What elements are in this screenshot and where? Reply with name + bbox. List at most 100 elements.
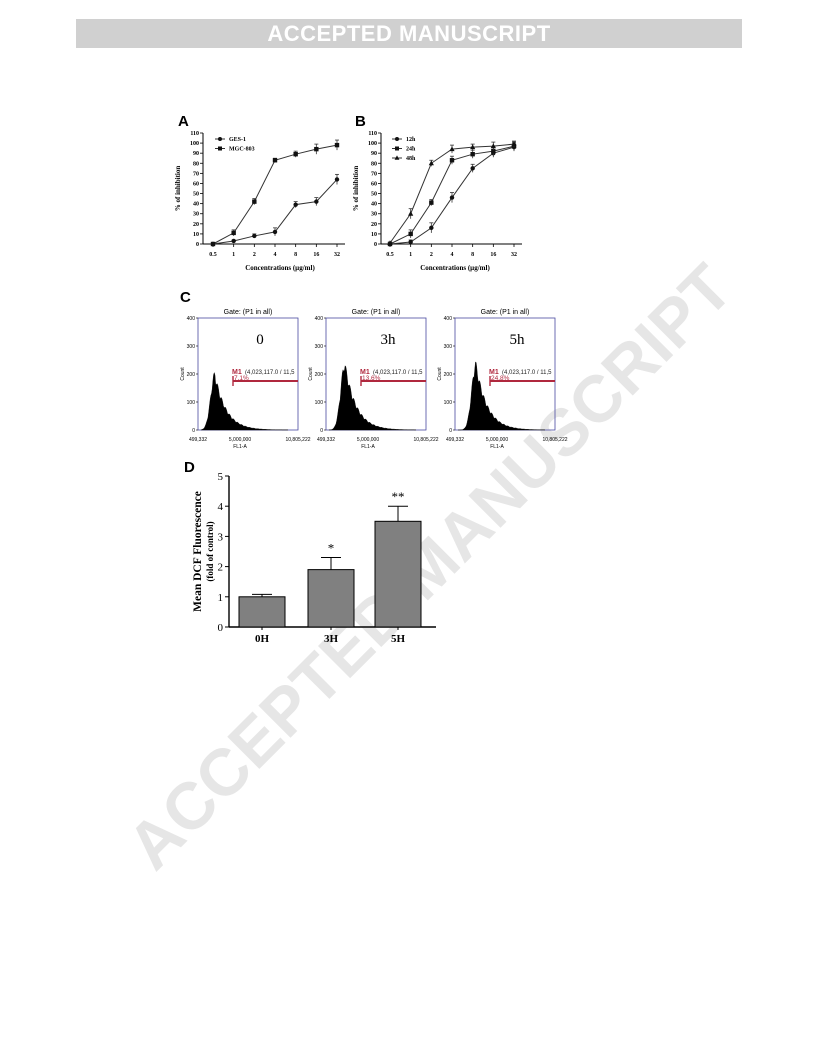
y-tick-label: 0: [196, 242, 199, 248]
data-point: [210, 241, 216, 247]
m1-range: (4,023,117.0 / 11,5: [373, 370, 423, 376]
histogram-time-label: 3h: [381, 332, 397, 348]
x-tick-label: 499,332: [189, 437, 207, 443]
y-tick-label: 40: [193, 202, 199, 208]
m1-label: M1: [489, 369, 499, 376]
y-tick-label: 110: [368, 131, 377, 137]
x-tick-label: 499,332: [317, 437, 335, 443]
y-tick-label: 400: [187, 316, 196, 322]
y-tick-label: 3: [218, 531, 224, 543]
data-point: [491, 148, 496, 154]
data-point: [272, 229, 278, 235]
x-tick-label: 10,805,222: [413, 437, 438, 443]
legend-marker: [395, 137, 399, 141]
y-tick-label: 80: [371, 161, 377, 167]
data-point: [231, 230, 236, 236]
y-tick-label: 100: [368, 141, 377, 147]
y-axis-label: Count: [437, 367, 443, 381]
y-tick-label: 0: [192, 428, 195, 434]
x-axis-label: FL1-A: [490, 444, 504, 450]
y-tick-label: 100: [444, 400, 453, 406]
x-tick-label: 0.5: [209, 252, 217, 258]
y-tick-label: 90: [193, 151, 199, 157]
y-axis-sublabel: (fold of control): [205, 521, 215, 581]
x-tick-label: 1: [232, 252, 235, 258]
x-tick-label: 8: [471, 252, 474, 258]
x-tick-label: 5,000,000: [357, 437, 379, 443]
y-tick-label: 70: [371, 171, 377, 177]
m1-percent: 7.1%: [234, 375, 249, 382]
y-tick-label: 30: [193, 212, 199, 218]
data-point: [470, 144, 476, 150]
x-tick-label: 3H: [324, 633, 339, 645]
y-tick-label: 200: [444, 372, 453, 378]
y-tick-label: 300: [187, 344, 196, 350]
data-point: [293, 151, 298, 157]
bar-0h: [238, 596, 286, 628]
m1-percent: 13.6%: [362, 375, 381, 382]
y-tick-label: 0: [374, 242, 377, 248]
panel-letter-b: B: [355, 113, 366, 130]
y-tick-label: 400: [315, 316, 324, 322]
legend-label: GES-1: [229, 137, 246, 143]
data-point: [252, 199, 257, 204]
y-tick-label: 70: [193, 171, 199, 177]
legend-label: 48h: [406, 156, 416, 162]
y-axis-label: Mean DCF Fluorescence: [192, 491, 204, 612]
y-tick-label: 0: [218, 622, 224, 634]
y-tick-label: 400: [444, 316, 453, 322]
m1-percent: 24.8%: [491, 375, 510, 382]
x-tick-label: 2: [430, 252, 433, 258]
x-tick-label: 2: [253, 252, 256, 258]
x-tick-label: 16: [313, 252, 319, 258]
significance-mark: **: [392, 489, 405, 504]
y-tick-label: 200: [187, 372, 196, 378]
x-axis-label: FL1-A: [233, 444, 247, 450]
y-tick-label: 50: [371, 192, 377, 198]
data-point: [428, 160, 434, 166]
x-tick-label: 16: [490, 252, 496, 258]
histogram-gate-label: Gate: (P1 in all): [481, 309, 530, 316]
y-tick-label: 80: [193, 161, 199, 167]
x-tick-label: 499,332: [446, 437, 464, 443]
panel-letter-a: A: [178, 113, 189, 130]
legend-marker: [218, 146, 222, 151]
histogram-time-label: 5h: [510, 332, 526, 348]
y-axis-label: Count: [180, 367, 186, 381]
y-tick-label: 4: [218, 501, 224, 513]
panel-letter-c: C: [180, 289, 191, 306]
panel-letter-d: D: [184, 459, 195, 476]
data-point: [408, 210, 414, 216]
histogram-distribution: [458, 361, 546, 431]
y-tick-label: 60: [193, 181, 199, 187]
data-point: [449, 158, 455, 163]
x-tick-label: 8: [294, 252, 297, 258]
histogram-distribution: [200, 371, 289, 431]
x-tick-label: 4: [451, 252, 454, 258]
m1-label: M1: [232, 369, 242, 376]
x-tick-label: 32: [334, 252, 340, 258]
data-point: [490, 143, 496, 149]
significance-mark: *: [328, 541, 335, 556]
y-axis-label: Count: [308, 367, 314, 381]
y-tick-label: 0: [449, 428, 452, 434]
y-tick-label: 200: [315, 372, 324, 378]
y-tick-label: 100: [190, 141, 199, 147]
data-point: [449, 146, 455, 152]
y-tick-label: 300: [444, 344, 453, 350]
data-point: [334, 142, 340, 148]
m1-range: (4,023,117.0 / 11,5: [245, 370, 295, 376]
x-tick-label: 4: [274, 252, 277, 258]
y-tick-label: 10: [193, 232, 199, 238]
y-axis-label: % of inhibition: [174, 166, 182, 212]
x-tick-label: 1: [409, 252, 412, 258]
data-point: [334, 177, 340, 182]
x-axis-label: FL1-A: [361, 444, 375, 450]
y-tick-label: 100: [187, 400, 196, 406]
data-point: [272, 158, 278, 163]
bar-5h: [374, 520, 422, 628]
x-tick-label: 5H: [391, 633, 406, 645]
y-tick-label: 90: [371, 151, 377, 157]
data-point: [314, 199, 319, 204]
